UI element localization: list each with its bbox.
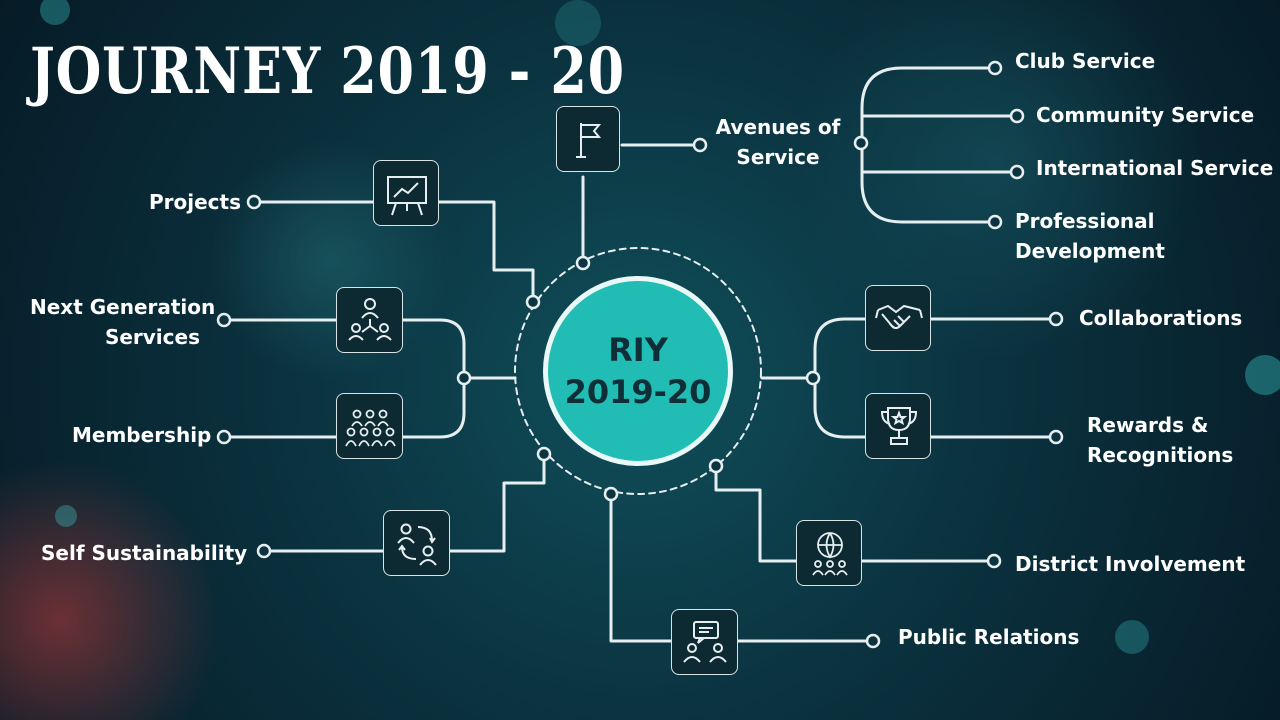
projects-icon-box xyxy=(373,160,439,226)
branch-label-public-relations: Public Relations xyxy=(898,625,1080,649)
avenue-label-professional-development: Professional Development xyxy=(1015,206,1165,266)
team-network-icon xyxy=(348,298,392,341)
branch-label-line: Professional xyxy=(1015,209,1155,233)
branch-label-district-involvement: District Involvement xyxy=(1015,552,1246,576)
branch-label-line: Rewards & xyxy=(1087,413,1209,437)
rewards-icon-box xyxy=(865,393,931,459)
next-gen-icon-box xyxy=(336,287,403,353)
branch-label-line: Avenues of xyxy=(715,115,841,139)
branch-label-line: Next Generation xyxy=(30,295,216,319)
branch-label-line: Service xyxy=(736,145,820,169)
flag-icon xyxy=(576,123,602,158)
avenues-icon-box xyxy=(556,106,620,172)
handshake-icon xyxy=(875,304,923,329)
branch-label-next-generation: Next Generation Services xyxy=(30,292,216,352)
bokeh-glow xyxy=(1245,355,1280,395)
collaborations-icon-box xyxy=(865,285,931,351)
branch-label-collaborations: Collaborations xyxy=(1079,306,1243,330)
presentation-board-icon xyxy=(387,176,427,216)
branch-label-membership: Membership xyxy=(72,423,212,447)
globe-people-icon xyxy=(812,532,848,576)
branch-label-projects: Projects xyxy=(149,190,242,214)
avenue-label-community-service: Community Service xyxy=(1036,103,1255,127)
membership-icon-box xyxy=(336,393,403,459)
branch-label-line: Development xyxy=(1015,239,1165,263)
bokeh-glow xyxy=(40,0,70,25)
district-icon-box xyxy=(796,520,862,586)
avenue-label-club-service: Club Service xyxy=(1015,49,1156,73)
branch-label-line: Recognitions xyxy=(1087,443,1234,467)
avenue-label-international-service: International Service xyxy=(1036,156,1274,180)
trophy-icon xyxy=(880,407,918,445)
people-cycle-icon xyxy=(397,523,437,566)
bokeh-glow xyxy=(55,505,77,527)
branch-label-rewards-recognitions: Rewards & Recognitions xyxy=(1087,410,1233,470)
page-title: JOURNEY 2019 - 20 xyxy=(30,34,625,109)
bokeh-glow xyxy=(1115,620,1149,654)
public-relations-icon-box xyxy=(671,609,738,675)
discussion-icon xyxy=(683,621,727,663)
group-icon xyxy=(345,409,396,447)
branch-label-avenues-of-service: Avenues of Service xyxy=(712,112,844,172)
self-sustainability-icon-box xyxy=(383,510,450,576)
bokeh-glow xyxy=(555,0,601,46)
hub-label-line1: RIY xyxy=(608,331,668,369)
hub-circle: RIY 2019-20 xyxy=(543,276,733,466)
branch-label-line: Services xyxy=(104,325,200,349)
hub-label-line2: 2019-20 xyxy=(564,373,712,411)
branch-label-self-sustainability: Self Sustainability xyxy=(41,541,248,565)
